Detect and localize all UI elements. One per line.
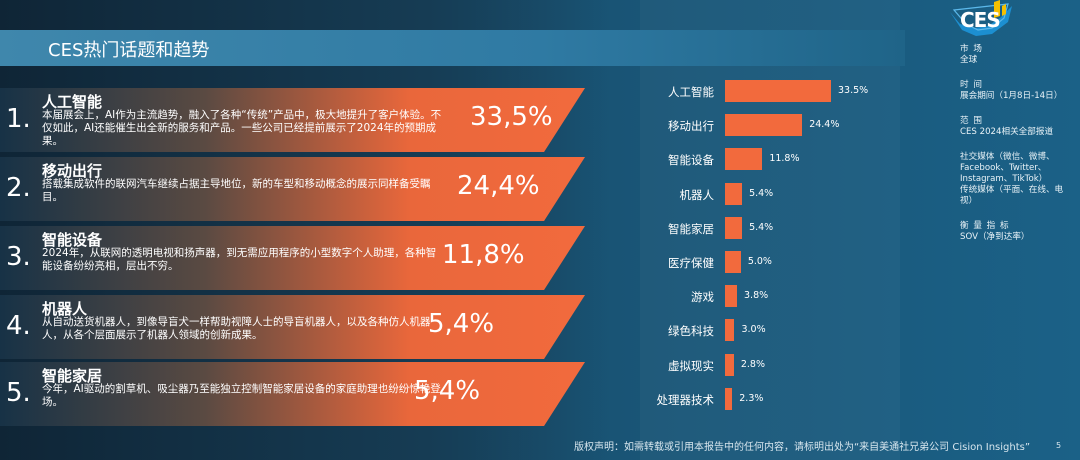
page-number: 5 <box>1056 441 1062 450</box>
bar-category-label: 移动出行 <box>668 119 714 134</box>
bar <box>725 216 743 239</box>
banner-background <box>0 88 585 152</box>
topic-heading: 智能家居 <box>42 367 103 385</box>
topic-percentage: 33,5% <box>470 102 553 132</box>
bar-category-label: 处理器技术 <box>656 392 715 407</box>
bar-category-label: 游戏 <box>691 290 714 305</box>
bar-value-label: 33.5% <box>838 85 869 96</box>
topic-percentage: 5,4% <box>428 309 495 339</box>
banner-background <box>0 295 585 359</box>
bar <box>725 285 738 308</box>
bar-value-label: 3.8% <box>744 290 769 302</box>
info-social: 社交媒体（微信、微博、Facebook、Twitter、Instagram、Ti… <box>960 152 1075 185</box>
info-value: 全球 <box>960 55 978 65</box>
bar-value-label: 5.4% <box>749 221 774 233</box>
info-label: 市 场 <box>960 44 983 54</box>
topic-heading: 人工智能 <box>42 93 103 111</box>
banner-background <box>0 226 585 290</box>
info-metric: 衡 量 指 标 SOV（净到达率） <box>960 221 1075 243</box>
bar-value-label: 2.8% <box>740 358 765 370</box>
bar-category-label: 医疗保健 <box>668 256 714 270</box>
topic-number: 4. <box>6 311 31 341</box>
info-label: 衡 量 指 标 <box>960 221 1010 231</box>
ces-logo: CES <box>948 0 1016 44</box>
topic-banner: 3. 智能设备 2024年，从联网的透明电视和扬声器，到无需应用程序的小型数字个… <box>0 226 585 290</box>
bar <box>725 80 831 102</box>
banner-background <box>0 362 585 426</box>
info-market: 市 场 全球 <box>960 44 1075 66</box>
topic-description: 从自动送货机器人，到像导盲犬一样帮助视障人士的导盲机器人，以及各种仿人机器人，从… <box>42 316 431 341</box>
info-value: 传统媒体（平面、在线、电视） <box>960 185 1064 206</box>
bar <box>725 114 803 137</box>
copyright-notice: 版权声明：如需转载或引用本报告中的任何内容，请标明出处为“来自美通社兄弟公司 C… <box>574 442 1031 453</box>
info-label: 时 间 <box>960 80 983 90</box>
bar <box>725 353 734 376</box>
topic-description: 搭载集成软件的联网汽车继续占据主导地位，新的车型和移动概念的展示同样备受瞩目。 <box>42 178 431 203</box>
topic-banner: 5. 智能家居 今年，AI驱动的割草机、吸尘器乃至能独立控制智能家居设备的家庭助… <box>0 362 585 426</box>
bar-category-label: 绿色科技 <box>668 324 714 339</box>
topic-description: 本届展会上，AI作为主流趋势，融入了各种“传统”产品中，极大地提升了客户体验。不… <box>42 109 442 147</box>
bar <box>725 319 735 342</box>
topic-number: 2. <box>6 173 31 203</box>
info-time: 时 间 展会期间（1月8日-14日） <box>960 80 1075 102</box>
logo-text: CES <box>960 8 1001 32</box>
info-label: 范 围 <box>960 116 983 126</box>
topic-number: 1. <box>6 104 31 134</box>
bar-category-label: 智能设备 <box>668 153 714 168</box>
info-value: CES 2024相关全部报道 <box>960 127 1054 137</box>
bar <box>725 387 733 410</box>
info-value: 社交媒体（微信、微博、Facebook、Twitter、Instagram、Ti… <box>960 152 1055 184</box>
bar-value-label: 5.4% <box>749 187 774 199</box>
topic-number: 5. <box>6 378 31 408</box>
topic-banner: 2. 移动出行 搭载集成软件的联网汽车继续占据主导地位，新的车型和移动概念的展示… <box>0 157 585 221</box>
bar-value-label: 3.0% <box>741 324 766 336</box>
topic-heading: 移动出行 <box>42 162 103 180</box>
bar <box>725 251 741 273</box>
bar-chart: 人工智能 33.5% 移动出行 24.4% 智能设备 11.8% 机器人 5.4% 智能家居 5.… <box>640 80 900 430</box>
bar-value-label: 24.4% <box>809 119 840 131</box>
bar-category-label: 虚拟现实 <box>668 358 714 373</box>
page-title: CES热门话题和趋势 <box>48 40 210 61</box>
bar-value-label: 2.3% <box>739 392 764 404</box>
topic-number: 3. <box>6 242 31 272</box>
title-bar: CES热门话题和趋势 <box>0 30 905 66</box>
topic-description: 今年，AI驱动的割草机、吸尘器乃至能独立控制智能家居设备的家庭助理也纷纷惊艳登场… <box>42 383 441 408</box>
ces-logo-graphic <box>950 0 1012 36</box>
topic-percentage: 24,4% <box>457 171 540 201</box>
bar-category-label: 机器人 <box>679 187 715 202</box>
info-sidebar: 市 场 全球 时 间 展会期间（1月8日-14日） 范 围 CES 2024相关… <box>960 44 1075 257</box>
info-scope: 范 围 CES 2024相关全部报道 <box>960 116 1075 138</box>
bar-category-label: 智能家居 <box>668 221 714 236</box>
bar-value-label: 5.0% <box>747 256 772 267</box>
bar-value-label: 11.8% <box>769 153 800 165</box>
info-value: SOV（净到达率） <box>960 232 1030 242</box>
topic-heading: 智能设备 <box>42 231 103 249</box>
info-traditional: 传统媒体（平面、在线、电视） <box>960 185 1075 207</box>
info-value: 展会期间（1月8日-14日） <box>960 91 1063 101</box>
bar <box>725 182 743 205</box>
banner-background <box>0 157 585 221</box>
bar-category-label: 人工智能 <box>668 85 714 99</box>
topic-banner: 4. 机器人 从自动送货机器人，到像导盲犬一样帮助视障人士的导盲机器人，以及各种… <box>0 295 585 359</box>
topic-percentage: 5,4% <box>414 376 481 406</box>
topic-heading: 机器人 <box>42 300 88 318</box>
topic-banner: 1. 人工智能 本届展会上，AI作为主流趋势，融入了各种“传统”产品中，极大地提… <box>0 88 585 152</box>
topic-percentage: 11,8% <box>442 240 525 270</box>
bar <box>725 148 763 171</box>
topic-description: 2024年，从联网的透明电视和扬声器，到无需应用程序的小型数字个人助理，各种智能… <box>42 247 437 272</box>
